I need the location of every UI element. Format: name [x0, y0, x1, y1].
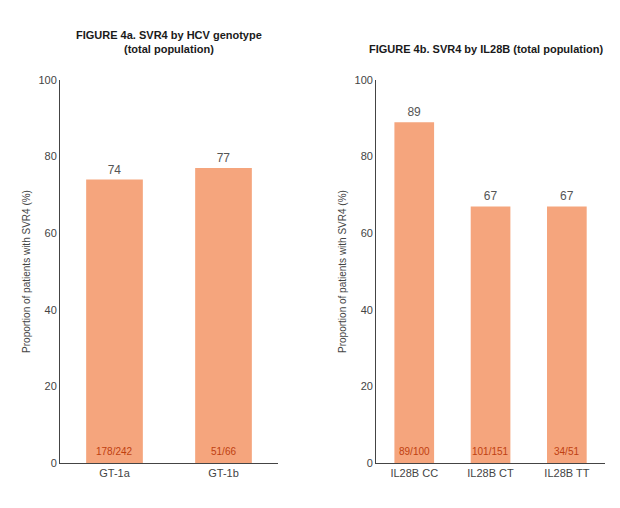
svg-text:FIGURE 4b. SVR4 by IL28B (tota: FIGURE 4b. SVR4 by IL28B (total populati… [369, 43, 603, 55]
svg-text:Proportion of patients with SV: Proportion of patients with SVR4 (%) [21, 190, 32, 353]
svg-text:60: 60 [361, 227, 373, 239]
svg-text:89/100: 89/100 [399, 446, 430, 457]
svg-text:0: 0 [51, 457, 57, 469]
svg-text:100: 100 [38, 74, 56, 86]
svg-text:IL28B TT: IL28B TT [544, 467, 589, 479]
svg-text:67: 67 [560, 189, 574, 203]
svg-text:101/151: 101/151 [472, 446, 509, 457]
svg-text:40: 40 [361, 304, 373, 316]
svg-text:51/66: 51/66 [211, 446, 236, 457]
svg-text:GT-1a: GT-1a [99, 467, 130, 479]
svg-text:IL28B CT: IL28B CT [467, 467, 514, 479]
svg-text:IL28B CC: IL28B CC [390, 467, 438, 479]
svg-text:77: 77 [217, 151, 231, 165]
svg-text:20: 20 [45, 380, 57, 392]
svg-text:34/51: 34/51 [554, 446, 579, 457]
svg-text:GT-1b: GT-1b [208, 467, 239, 479]
svg-text:67: 67 [484, 189, 498, 203]
svg-text:0: 0 [367, 457, 373, 469]
svg-text:FIGURE 4a. SVR4 by HCV genotyp: FIGURE 4a. SVR4 by HCV genotype(total po… [76, 29, 262, 55]
svg-text:60: 60 [45, 227, 57, 239]
svg-text:74: 74 [108, 163, 122, 177]
svg-text:40: 40 [45, 304, 57, 316]
svg-text:178/242: 178/242 [96, 446, 133, 457]
svg-text:89: 89 [407, 105, 421, 119]
svg-text:80: 80 [361, 150, 373, 162]
svg-text:Proportion of patients with SV: Proportion of patients with SVR4 (%) [337, 190, 348, 353]
svg-text:100: 100 [355, 74, 373, 86]
svg-text:80: 80 [45, 150, 57, 162]
svg-text:20: 20 [361, 380, 373, 392]
